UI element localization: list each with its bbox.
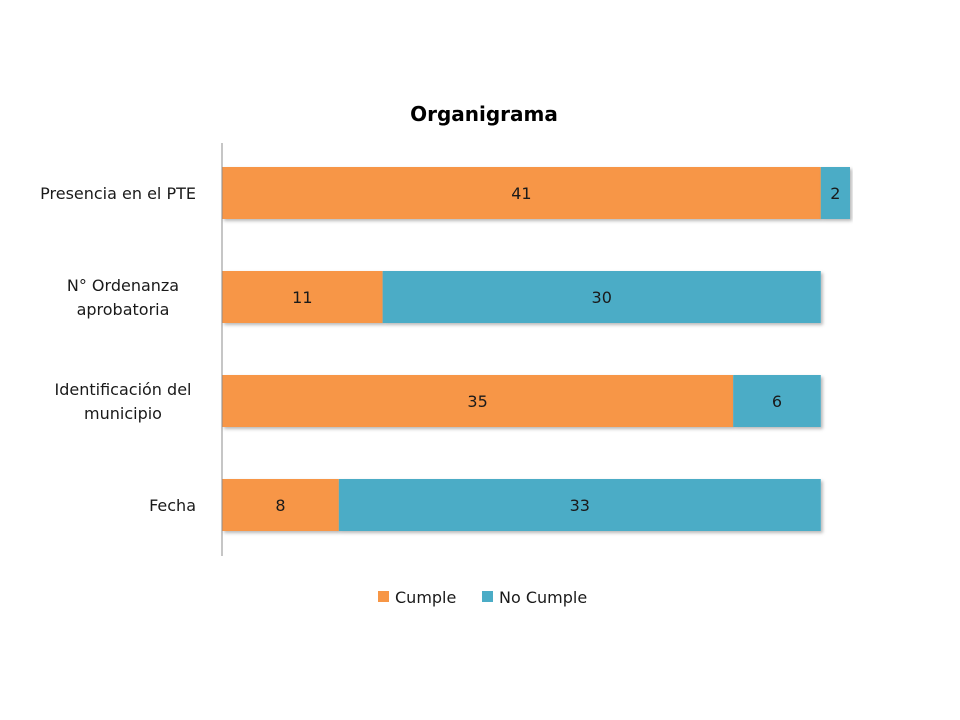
bar-cumple-0 xyxy=(222,167,821,219)
category-label-3: Fecha xyxy=(149,496,196,515)
bar-no-cumple-1 xyxy=(382,271,821,323)
category-label-2: Identificación del municipio xyxy=(55,380,192,423)
data-label-no-cumple-2: 6 xyxy=(772,392,782,411)
legend-swatch-cumple xyxy=(378,591,389,602)
bars-layer xyxy=(222,167,850,531)
bar-cumple-1 xyxy=(222,271,383,323)
data-label-no-cumple-0: 2 xyxy=(830,184,840,203)
category-label-line: Identificación del xyxy=(55,380,192,399)
data-label-no-cumple-3: 33 xyxy=(570,496,590,515)
bar-cumple-3 xyxy=(222,479,339,531)
category-label-line: Fecha xyxy=(149,496,196,515)
bar-no-cumple-2 xyxy=(733,375,821,427)
data-label-cumple-3: 8 xyxy=(275,496,285,515)
category-label-line: municipio xyxy=(84,404,162,423)
category-label-1: N° Ordenanza aprobatoria xyxy=(67,276,179,319)
category-labels-layer: Presencia en el PTE N° Ordenanza aprobator… xyxy=(40,184,196,515)
category-label-line: aprobatoria xyxy=(77,300,170,319)
chart-title: Organigrama xyxy=(410,102,558,126)
bar-no-cumple-3 xyxy=(338,479,821,531)
legend-label-cumple: Cumple xyxy=(395,588,456,607)
legend-swatch-no-cumple xyxy=(482,591,493,602)
data-label-cumple-1: 11 xyxy=(292,288,312,307)
category-label-0: Presencia en el PTE xyxy=(40,184,196,203)
legend: Cumple No Cumple xyxy=(378,588,587,607)
category-label-line: N° Ordenanza xyxy=(67,276,179,295)
data-label-cumple-0: 41 xyxy=(511,184,531,203)
data-label-cumple-2: 35 xyxy=(467,392,487,411)
bar-no-cumple-0 xyxy=(820,167,850,219)
data-label-no-cumple-1: 30 xyxy=(592,288,612,307)
bar-cumple-2 xyxy=(222,375,734,427)
legend-label-no-cumple: No Cumple xyxy=(499,588,587,607)
category-label-line: Presencia en el PTE xyxy=(40,184,196,203)
bar-labels-layer: 41 2 11 30 35 6 8 33 xyxy=(275,184,840,515)
